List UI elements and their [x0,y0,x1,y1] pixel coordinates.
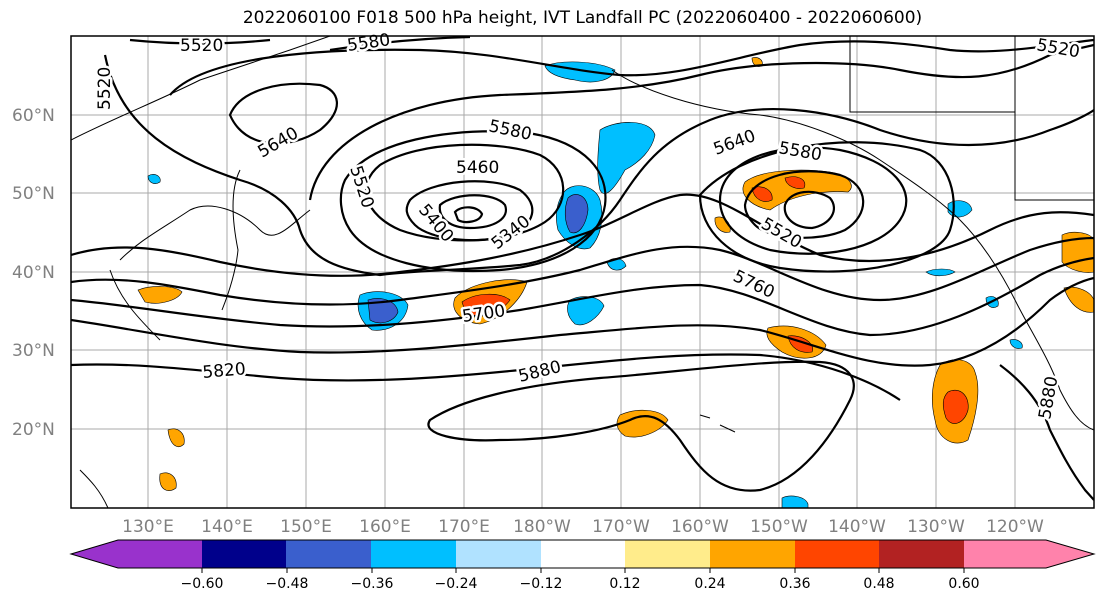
lat-label: 60°N [12,106,55,126]
contour-label: 5520 [95,67,115,110]
ivt-negative-region [147,174,161,184]
colorbar-segment [541,540,626,568]
contour-line [71,353,901,401]
contour-line [999,364,1094,501]
colorbar-outline [69,539,1096,569]
contour-line [438,194,508,230]
contour-label: 5460 [456,158,499,178]
lon-label: 160°E [359,517,411,537]
lon-label: 170°W [592,517,650,537]
colorbar-tick-label: 0.48 [863,576,894,592]
colorbar-segment [710,540,796,568]
ivt-positive-region [784,176,806,189]
colorbar-segment [456,540,542,568]
lon-label: 140°E [201,517,253,537]
lon-label: 160°W [671,517,729,537]
contour-line [169,38,1094,96]
ivt-negative-region [564,194,589,234]
lon-label: 140°W [828,517,886,537]
contour-label: 5520 [180,36,223,56]
colorbar-tick-label: −0.36 [351,576,394,592]
ivt-positive-region [159,472,177,491]
lat-label: 40°N [12,263,55,283]
ivt-positive-region [942,390,969,424]
colorbar-tick-label: 0.60 [948,576,979,592]
contour-line [308,43,1094,201]
contour-line [453,206,484,224]
colorbar-extend-low [71,540,118,568]
graticule [71,36,1094,508]
ivt-negative-region [1009,339,1023,349]
contour-line [365,143,565,242]
ivt-positive-region [137,286,183,304]
contour-line [405,180,534,242]
ivt-positive-region [1063,286,1094,313]
contour-line [103,54,1094,277]
coastlines [71,36,1094,508]
colorbar: −0.60 −0.48 −0.36 −0.24 −0.12 0.12 0.24 … [69,539,1096,592]
ivt-positive-region [751,186,773,202]
lat-label: 30°N [12,341,55,361]
lon-label: 180°W [513,517,571,537]
colorbar-tick-label: 0.24 [694,576,725,592]
colorbar-segment [625,540,711,568]
contour-line [71,193,1094,277]
height-contours [71,36,1094,501]
lon-label: 130°W [907,517,965,537]
lon-label: 130°E [122,517,174,537]
longitude-labels: 130°E 140°E 150°E 160°E 170°E 180°W 170°… [122,517,1044,537]
contour-line [71,256,1094,337]
colorbar-segment [202,540,287,568]
contour-label: 5820 [202,359,247,383]
contour-line [783,190,836,230]
colorbar-segment [371,540,457,568]
colorbar-segment [964,540,1047,568]
lon-label: 170°E [438,517,490,537]
colorbar-extend-high [1046,540,1094,568]
colorbar-segment [879,540,965,568]
contour-line [228,82,338,145]
lat-label: 20°N [12,420,55,440]
contour-line [71,236,1094,306]
contour-line [718,146,908,255]
colorbar-segment [117,540,203,568]
contour-line [427,360,855,492]
colorbar-tick-label: −0.48 [266,576,309,592]
contour-line [743,170,865,239]
ivt-negative-region [925,268,956,277]
latitude-labels: 60°N 50°N 40°N 30°N 20°N [12,106,55,440]
contour-line [129,38,271,45]
ivt-negative-region [367,298,399,324]
contour-line [329,36,471,52]
colorbar-tick-label: 0.36 [779,576,810,592]
map-frame [70,35,1095,509]
lon-label: 150°E [280,517,332,537]
ivt-negative-region [597,122,656,194]
lon-label: 150°W [750,517,808,537]
colorbar-tick-label: −0.24 [435,576,478,592]
colorbar-tick-label: 0.12 [609,576,640,592]
colorbar-tick-label: −0.12 [520,576,563,592]
lon-label: 120°W [986,517,1044,537]
colorbar-segment [286,540,372,568]
contour-line [71,276,1094,367]
colorbar-segment [795,540,880,568]
map-title: 2022060100 F018 500 hPa height, IVT Land… [242,8,923,28]
colorbar-tick-label: −0.60 [181,576,224,592]
lat-label: 50°N [12,184,55,204]
ivt-positive-region [167,428,185,447]
